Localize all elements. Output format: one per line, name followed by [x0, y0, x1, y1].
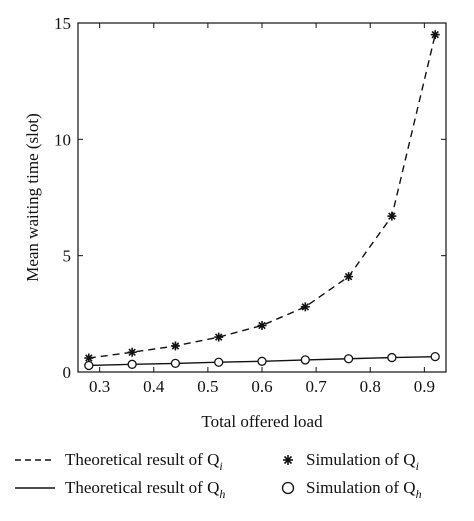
data-point-star	[257, 320, 267, 330]
x-tick-label: 0.7	[305, 377, 327, 396]
legend-label: Theoretical result of Qi	[65, 450, 223, 473]
axes: 0.3 0.4 0.5 0.6 0.7 0.8 0.9 0 5 10 15	[54, 14, 447, 396]
x-tick-label: 0.5	[197, 377, 218, 396]
y-tick-label: 15	[54, 14, 71, 33]
legend: Theoretical result of Qi Simulation of Qi…	[15, 450, 422, 501]
data-point-circle	[387, 352, 397, 363]
data-point-star	[344, 272, 354, 282]
data-point-circle	[214, 357, 224, 367]
data-point-circle	[127, 359, 137, 369]
plot-area	[84, 30, 440, 371]
data-point-circle	[343, 354, 354, 364]
legend-swatch-star	[283, 455, 293, 465]
x-tick-label: 0.4	[143, 377, 165, 396]
star-stroke	[214, 333, 223, 341]
legend-label: Simulation of Qh	[306, 478, 422, 501]
data-point-star	[170, 341, 180, 351]
data-point-star	[84, 353, 94, 363]
star-stroke	[258, 321, 266, 330]
plot-frame	[77, 22, 447, 373]
data-point-star	[127, 347, 137, 357]
star-stroke	[171, 342, 180, 350]
star-stroke	[128, 348, 136, 356]
y-tick-label: 10	[54, 130, 71, 149]
series-line	[88, 34, 436, 359]
star-stroke	[431, 30, 439, 39]
y-tick-label: 5	[63, 247, 72, 266]
y-tick-label: 0	[63, 363, 72, 382]
data-point-circle	[84, 360, 94, 371]
legend-label: Theoretical result of Qh	[65, 478, 225, 501]
x-tick-label: 0.6	[251, 377, 272, 396]
x-tick-label: 0.3	[89, 377, 110, 396]
y-axis-label: Mean waiting time (slot)	[23, 113, 42, 282]
star-stroke	[388, 212, 396, 220]
data-point-star	[214, 332, 224, 342]
data-point-circle	[430, 351, 440, 362]
legend-label: Simulation of Qi	[306, 450, 419, 473]
data-point-star	[430, 30, 440, 40]
star-stroke	[283, 455, 293, 465]
series-dashed-line	[88, 34, 436, 359]
x-tick-label: 0.8	[360, 377, 381, 396]
star-stroke	[301, 303, 310, 311]
x-axis-label: Total offered load	[201, 412, 323, 431]
data-point-star	[300, 302, 310, 312]
series-circle-marker	[84, 351, 440, 371]
legend-swatch-circle	[281, 481, 295, 495]
data-point-circle	[300, 355, 310, 365]
data-point-circle	[257, 356, 267, 366]
star-stroke	[85, 354, 93, 362]
series-star-marker	[84, 30, 440, 363]
star-stroke	[344, 272, 353, 281]
data-point-star	[387, 211, 397, 221]
x-tick-label: 0.9	[414, 377, 435, 396]
data-point-circle	[170, 358, 181, 369]
